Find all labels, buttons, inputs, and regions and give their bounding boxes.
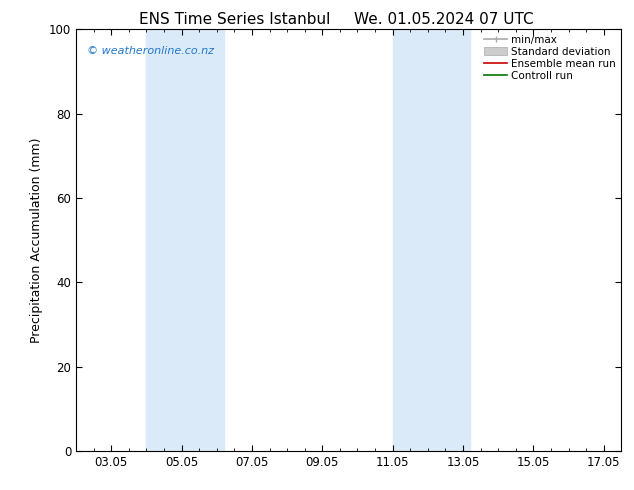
Legend: min/max, Standard deviation, Ensemble mean run, Controll run: min/max, Standard deviation, Ensemble me… <box>482 32 618 83</box>
Bar <box>392 29 428 451</box>
Bar <box>181 29 224 451</box>
Text: ENS Time Series Istanbul: ENS Time Series Istanbul <box>139 12 330 27</box>
Text: We. 01.05.2024 07 UTC: We. 01.05.2024 07 UTC <box>354 12 534 27</box>
Y-axis label: Precipitation Accumulation (mm): Precipitation Accumulation (mm) <box>30 137 43 343</box>
Text: © weatheronline.co.nz: © weatheronline.co.nz <box>87 46 214 56</box>
Bar <box>428 29 470 451</box>
Bar <box>146 29 181 451</box>
